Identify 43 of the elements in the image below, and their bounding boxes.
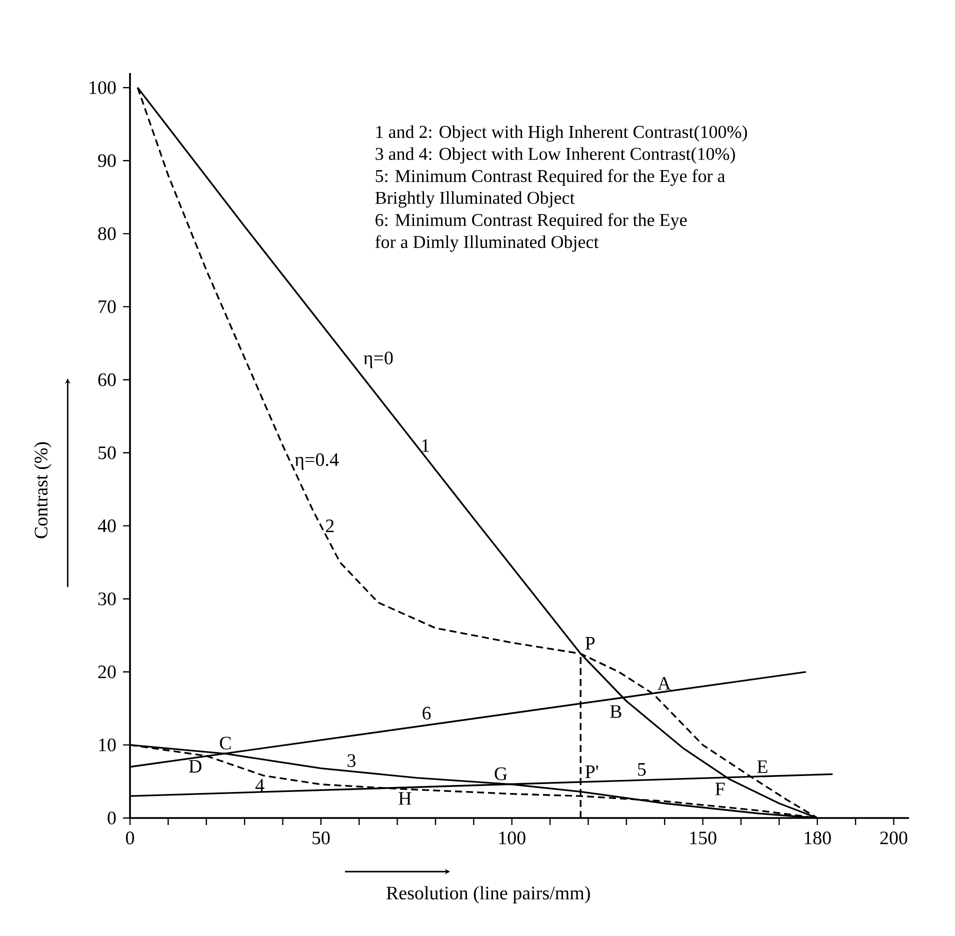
annotation: B [610,705,622,718]
y-tick-label: 100 [90,81,116,94]
annotation: 6 [422,706,431,720]
annotation: P' [585,766,598,778]
annotation: 6: Minimum Contrast Required for the Eye [376,213,687,230]
x-tick-label: 200 [880,832,908,844]
y-tick-label: 0 [108,812,116,824]
annotation: P [585,637,595,650]
annotation: 1 and 2: Object with High Inherent Contrast(100%) [376,125,747,142]
annotation: 2 [326,520,334,532]
annotation: Brightly Illuminated Object [375,191,575,208]
y-tick-label: 10 [99,738,116,752]
annotation: E [757,760,768,773]
annotation: 5 [638,763,646,776]
annotation: G [494,767,508,780]
annotation: for a Dimly Illuminated Object [375,235,599,252]
x-axis-title: Resolution (line pairs/mm) [386,886,590,904]
annotation: η=0 [364,352,393,368]
y-tick-label: 40 [98,519,116,532]
annotation: 4 [255,779,264,792]
y-tick-label: 70 [98,300,116,314]
x-tick-label: 50 [312,832,330,844]
annotation: η=0.4 [294,453,339,470]
y-tick-label: 90 [98,154,116,168]
y-tick-label: 50 [98,446,116,460]
annotation: C [220,736,231,750]
annotation: 3 [348,754,356,768]
annotation: F [715,782,725,796]
y-tick-label: 60 [98,373,116,386]
y-tick-label: 80 [98,227,116,240]
y-axis-title: Contrast (%) [34,442,52,538]
x-tick-label: 100 [499,832,526,844]
annotation: H [398,792,412,805]
annotation: 3 and 4: Object with Low Inherent Contrast(10%) [376,147,735,164]
annotation: 1 [422,439,429,452]
x-tick-label: 180 [804,832,831,844]
y-tick-label: 20 [98,666,116,678]
y-tick-label: 30 [98,592,116,606]
annotation: D [189,760,202,773]
annotation: 5: Minimum Contrast Required for the Eye for a [376,169,726,186]
x-tick-label: 150 [690,832,716,844]
annotation: A [658,677,671,690]
x-tick-label: 0 [126,832,134,844]
